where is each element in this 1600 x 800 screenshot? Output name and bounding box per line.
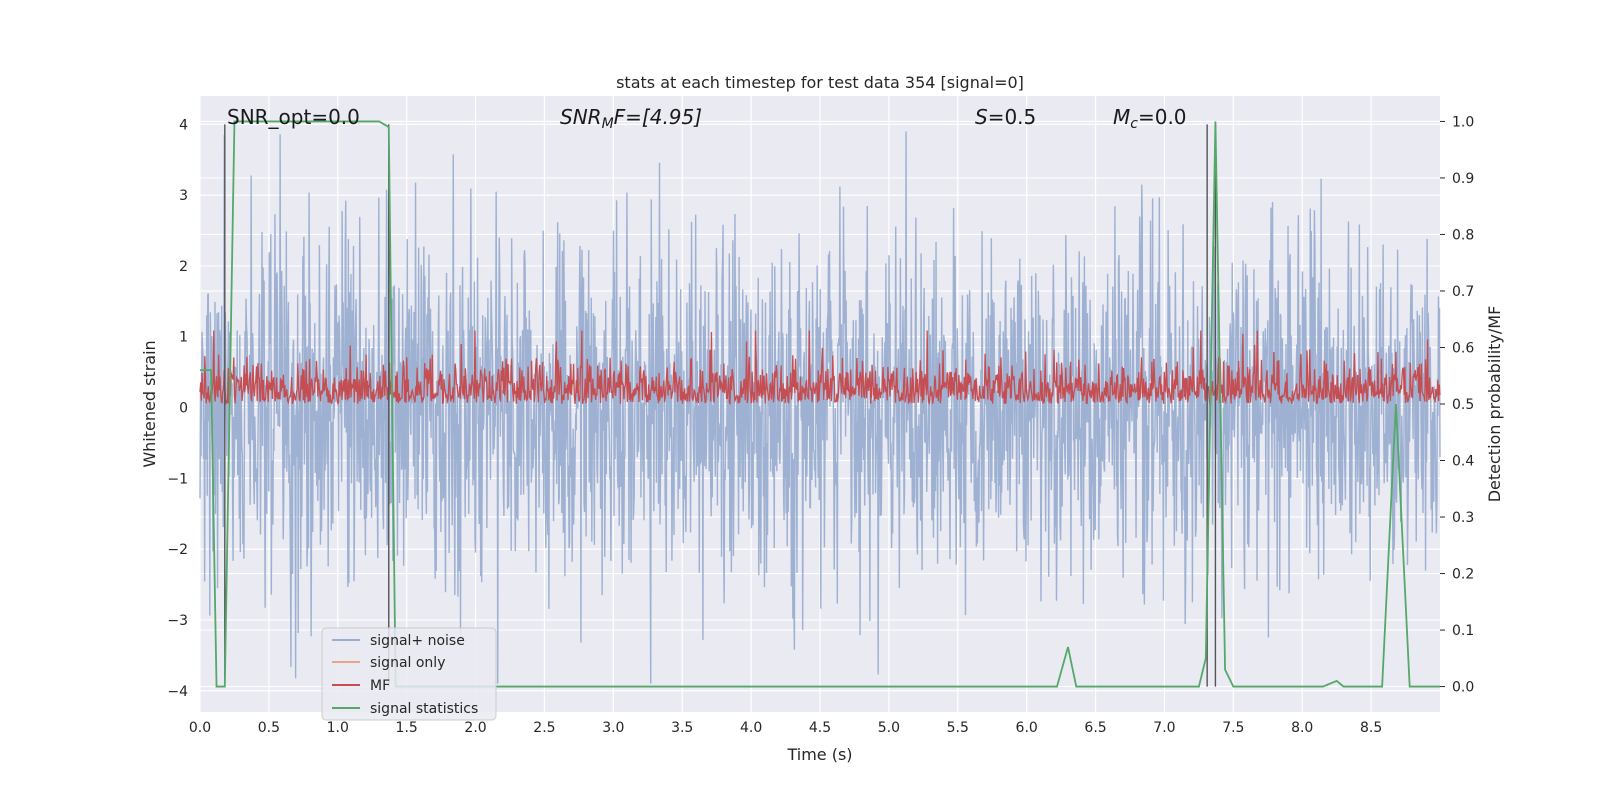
line-mf xyxy=(199,330,1441,406)
y-right-tick-label: 0.1 xyxy=(1452,623,1474,639)
y-right-tick-label: 0.7 xyxy=(1452,284,1474,300)
legend-label-signal-only: signal only xyxy=(370,655,445,671)
y-left-tick-label: −2 xyxy=(167,542,188,558)
y-right-tick-label: 0.0 xyxy=(1452,680,1474,696)
y-left-tick-label: 0 xyxy=(179,401,188,417)
y-right-tick-label: 0.8 xyxy=(1452,227,1474,243)
y-left-tick-label: 2 xyxy=(179,259,188,275)
legend-label-signal-statistics: signal statistics xyxy=(370,701,478,717)
y-left-axis-ticks: 4 3 2 1 0 −1 −2 −3 −4 xyxy=(167,117,188,699)
x-tick-label: 7.0 xyxy=(1153,720,1175,736)
legend-label-mf: MF xyxy=(370,678,390,694)
y-right-tick-label: 0.2 xyxy=(1452,567,1474,583)
x-tick-label: 0.0 xyxy=(189,720,211,736)
chart-title: stats at each timestep for test data 354… xyxy=(616,73,1024,92)
y-right-tick-label: 0.3 xyxy=(1452,510,1474,526)
vertical-lines xyxy=(224,124,1217,687)
annotation-snr-opt: SNR_opt=0.0 xyxy=(227,105,360,129)
y-right-tick-label: 0.6 xyxy=(1452,340,1474,356)
y-left-tick-label: −1 xyxy=(167,471,188,487)
x-axis-ticks: 0.0 0.5 1.0 1.5 2.0 2.5 3.0 3.5 4.0 4.5 5.0 5.5 6.0 6… xyxy=(189,720,1382,736)
series-mf xyxy=(199,330,1441,406)
y-right-tick-label: 0.4 xyxy=(1452,454,1474,470)
y-right-tick-label: 0.5 xyxy=(1452,397,1474,413)
y-right-tick-label: 1.0 xyxy=(1452,114,1474,130)
x-tick-label: 2.5 xyxy=(533,720,555,736)
x-tick-label: 8.0 xyxy=(1291,720,1313,736)
y-left-tick-label: −4 xyxy=(167,684,188,700)
x-tick-label: 2.0 xyxy=(464,720,486,736)
legend: signal+ noise signal only MF signal stat… xyxy=(321,627,497,721)
y-left-tick-label: 1 xyxy=(179,330,188,346)
x-tick-label: 6.0 xyxy=(1016,720,1038,736)
x-tick-label: 7.5 xyxy=(1222,720,1244,736)
x-tick-label: 1.5 xyxy=(396,720,418,736)
x-tick-label: 3.0 xyxy=(602,720,624,736)
x-tick-label: 4.0 xyxy=(740,720,762,736)
x-tick-label: 0.5 xyxy=(258,720,280,736)
y-right-axis-ticks: 1.0 0.9 0.8 0.7 0.6 0.5 0.4 0.3 0.2 0.1 0.0 xyxy=(1440,114,1474,696)
annotation-mc: Mc=0.0 xyxy=(1113,105,1187,132)
y-left-tick-label: 3 xyxy=(179,188,188,204)
y-left-tick-label: −3 xyxy=(167,613,188,629)
line-signal-statistics xyxy=(200,120,1440,688)
x-tick-label: 5.5 xyxy=(947,720,969,736)
x-tick-label: 4.5 xyxy=(809,720,831,736)
x-axis-label: Time (s) xyxy=(786,745,852,764)
y-right-tick-label: 0.9 xyxy=(1452,171,1474,187)
legend-frame xyxy=(321,627,497,721)
legend-label-signal-noise: signal+ noise xyxy=(370,633,465,649)
x-tick-label: 8.5 xyxy=(1360,720,1382,736)
x-tick-label: 3.5 xyxy=(671,720,693,736)
x-tick-label: 6.5 xyxy=(1084,720,1106,736)
x-tick-label: 1.0 xyxy=(327,720,349,736)
x-tick-label: 5.0 xyxy=(878,720,900,736)
y-right-axis-label: Detection probability/MF xyxy=(1485,306,1504,503)
annotation-s: S=0.5 xyxy=(975,105,1036,129)
y-left-axis-label: Whitened strain xyxy=(140,340,159,467)
y-left-tick-label: 4 xyxy=(179,117,188,133)
annotation-snr-mf: SNRMF=[4.95] xyxy=(560,105,702,132)
series-signal-statistics xyxy=(200,120,1440,688)
